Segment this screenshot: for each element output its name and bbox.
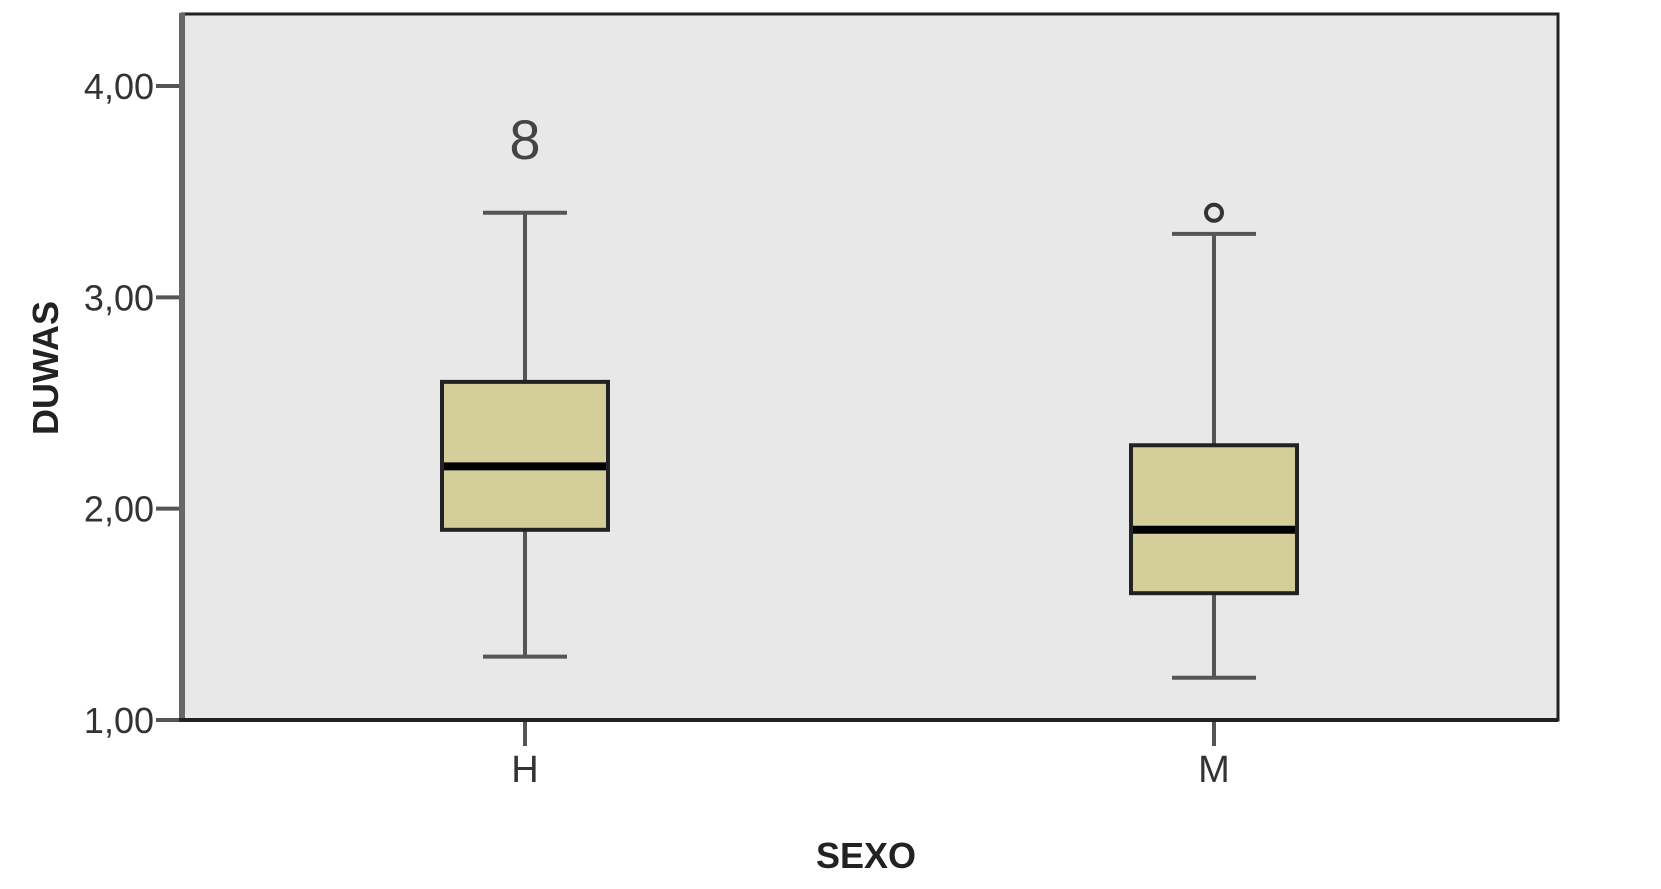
x-tick-label: M xyxy=(1198,749,1230,791)
iqr-box xyxy=(440,379,610,532)
y-tick-label: 4,00 xyxy=(84,66,154,107)
box-m xyxy=(1129,202,1299,680)
box-h: 8 xyxy=(440,108,610,659)
box-series: 8 xyxy=(440,108,1299,680)
y-tick-label: 1,00 xyxy=(84,700,154,741)
plot-area xyxy=(180,12,1560,722)
iqr-box xyxy=(1129,443,1299,596)
x-tick-label: H xyxy=(511,749,538,791)
y-tick-label: 3,00 xyxy=(84,277,154,318)
y-axis-title: DUWAS xyxy=(25,301,66,435)
y-tick-label: 2,00 xyxy=(84,489,154,530)
outlier-point xyxy=(1204,202,1224,223)
x-axis-title: SEXO xyxy=(816,835,916,876)
y-axis-ticks: 1,00 2,00 3,00 4,00 xyxy=(84,66,182,741)
outlier-label: 8 xyxy=(509,108,540,171)
